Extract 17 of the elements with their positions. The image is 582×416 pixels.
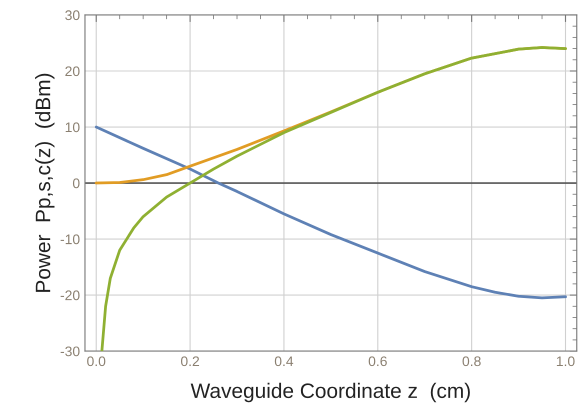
y-tick-label: 30 [65, 10, 80, 20]
line-series [94, 126, 567, 300]
line-series [100, 46, 567, 352]
x-tick-label: 0.6 [368, 356, 387, 366]
y-tick-label: 10 [66, 122, 80, 132]
x-tick-label: 0.4 [274, 356, 294, 366]
x-tick-label: 0.0 [87, 356, 106, 366]
y-tick-label: -10 [60, 234, 80, 244]
y-tick-label: -30 [60, 346, 80, 356]
x-axis-title: Waveguide Coordinate z (cm) [190, 382, 470, 402]
y-tick-label: 0 [72, 178, 80, 188]
x-tick-label: 0.2 [180, 356, 200, 366]
y-tick-label: 20 [65, 66, 80, 76]
x-tick-label: 1.0 [556, 356, 575, 366]
y-tick-label: -20 [60, 290, 80, 300]
x-tick-label: 0.8 [462, 356, 481, 366]
y-axis-title: Power Pp,s,c(z) (dBm) [35, 74, 54, 292]
